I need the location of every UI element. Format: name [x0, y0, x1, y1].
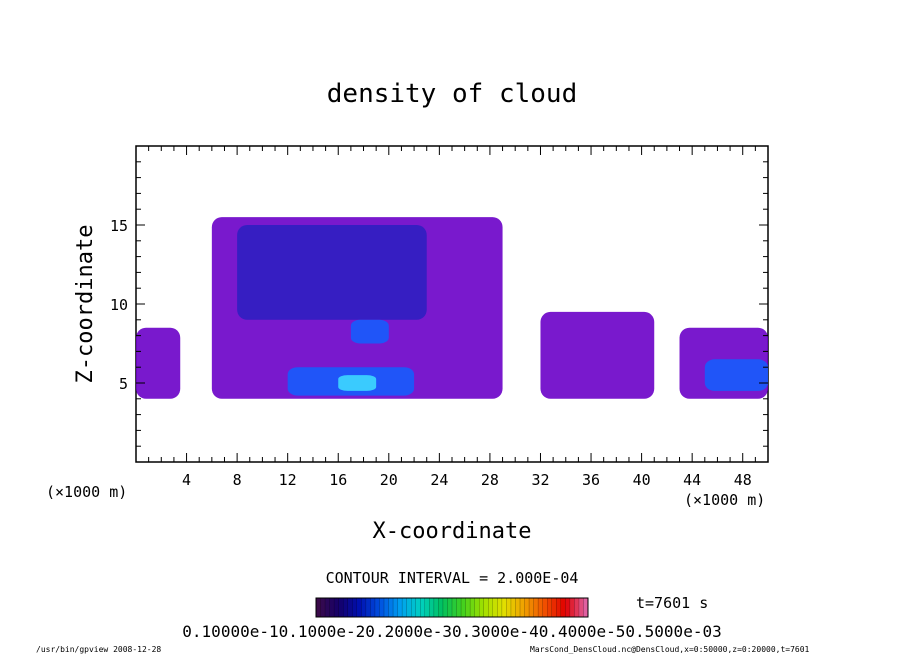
- chart-title: density of cloud: [327, 79, 577, 109]
- x-tick-label: 8: [233, 471, 242, 489]
- colorbar-segment: [524, 598, 530, 617]
- colorbar-segment: [483, 598, 489, 617]
- colorbar-segment: [442, 598, 448, 617]
- colorbar-segment: [542, 598, 548, 617]
- colorbar-segment: [420, 598, 426, 617]
- colorbar-segment: [379, 598, 385, 617]
- x-tick-label: 20: [380, 471, 398, 489]
- colorbar-segment: [565, 598, 571, 617]
- colorbar-segment: [456, 598, 462, 617]
- cloud-region-8: [338, 375, 377, 391]
- colorbar-segment: [397, 598, 403, 617]
- x-tick-label: 12: [279, 471, 297, 489]
- colorbar-frame: [315, 597, 589, 618]
- colorbar-segment: [384, 598, 390, 617]
- y-axis-ticks: 5 10 15: [110, 161, 768, 447]
- colorbar-segment: [551, 598, 557, 617]
- colorbar-segment: [424, 598, 430, 617]
- colorbar-segment: [415, 598, 421, 617]
- cloud-region-6: [350, 319, 389, 344]
- x-unit-right: (×1000 m): [684, 491, 765, 509]
- colorbar-segment: [533, 598, 539, 617]
- x-tick-label: 36: [582, 471, 600, 489]
- colorbar-segment: [479, 598, 485, 617]
- colorbar-segment: [574, 598, 580, 617]
- colorbar-segment: [569, 598, 575, 617]
- colorbar-segment: [556, 598, 562, 617]
- colorbar-segment: [334, 598, 340, 617]
- x-tick-label: 24: [430, 471, 448, 489]
- cloud-region-4: [237, 225, 427, 320]
- colorbar-segment: [497, 598, 503, 617]
- colorbar-segment: [402, 598, 408, 617]
- colorbar-segment: [447, 598, 453, 617]
- x-axis-ticks: 4 8 12 16 20 24 28 32 36 40 44 48: [148, 146, 756, 489]
- x-tick-label: 40: [633, 471, 651, 489]
- colorbar-segment: [501, 598, 507, 617]
- x-tick-label: 16: [329, 471, 347, 489]
- colorbar-segment: [465, 598, 471, 617]
- x-tick-label: 28: [481, 471, 499, 489]
- x-tick-label: 32: [531, 471, 549, 489]
- colorbar-segment: [452, 598, 458, 617]
- colorbar-segment: [370, 598, 376, 617]
- colorbar-segment: [316, 598, 322, 617]
- cloud-region-7: [704, 359, 768, 391]
- x-tick-label: 48: [734, 471, 752, 489]
- y-tick-label: 5: [119, 375, 128, 393]
- colorbar-segment: [488, 598, 494, 617]
- cloud-field: [136, 217, 768, 399]
- colorbar: [315, 598, 589, 617]
- colorbar-segment: [547, 598, 553, 617]
- colorbar-segment: [515, 598, 521, 617]
- time-label: t=7601 s: [636, 594, 708, 612]
- colorbar-segment: [433, 598, 439, 617]
- x-unit-left: (×1000 m): [46, 483, 127, 501]
- footer-left: /usr/bin/gpview 2008-12-28: [36, 645, 161, 654]
- cloud-region-0: [136, 327, 181, 399]
- colorbar-segment: [461, 598, 467, 617]
- colorbar-segment: [470, 598, 476, 617]
- colorbar-segment: [347, 598, 353, 617]
- y-tick-label: 10: [110, 296, 128, 314]
- colorbar-segment: [406, 598, 412, 617]
- colorbar-segment: [510, 598, 516, 617]
- colorbar-segment: [560, 598, 566, 617]
- x-tick-label: 4: [182, 471, 191, 489]
- colorbar-segment: [506, 598, 512, 617]
- colorbar-segment: [492, 598, 498, 617]
- colorbar-segment: [352, 598, 358, 617]
- y-axis-label: Z-coordinate: [73, 225, 98, 384]
- colorbar-segment: [325, 598, 331, 617]
- colorbar-segment: [411, 598, 417, 617]
- colorbar-segment: [393, 598, 399, 617]
- colorbar-segment: [374, 598, 380, 617]
- x-axis-label: X-coordinate: [373, 519, 532, 544]
- colorbar-segment: [438, 598, 444, 617]
- y-tick-label: 15: [110, 217, 128, 235]
- colorbar-segment: [356, 598, 362, 617]
- colorbar-segment: [320, 598, 326, 617]
- colorbar-segment: [361, 598, 367, 617]
- colorbar-segment: [474, 598, 480, 617]
- colorbar-segment: [365, 598, 371, 617]
- x-tick-label: 44: [683, 471, 701, 489]
- colorbar-segment: [538, 598, 544, 617]
- colorbar-segment: [329, 598, 335, 617]
- contour-interval: CONTOUR INTERVAL = 2.000E-04: [326, 569, 579, 587]
- colorbar-segment: [520, 598, 526, 617]
- colorbar-segment: [343, 598, 349, 617]
- footer-right: MarsCond_DensCloud.nc@DensCloud,x=0:5000…: [530, 645, 810, 654]
- colorbar-segment: [429, 598, 435, 617]
- colorbar-segment: [583, 598, 589, 617]
- colorbar-segment: [578, 598, 584, 617]
- cloud-region-2: [540, 311, 655, 399]
- colorbar-segment: [529, 598, 535, 617]
- colorbar-labels: 0.10000e-10.1000e-20.2000e-30.3000e-40.4…: [182, 622, 721, 641]
- colorbar-segment: [388, 598, 394, 617]
- colorbar-segment: [338, 598, 344, 617]
